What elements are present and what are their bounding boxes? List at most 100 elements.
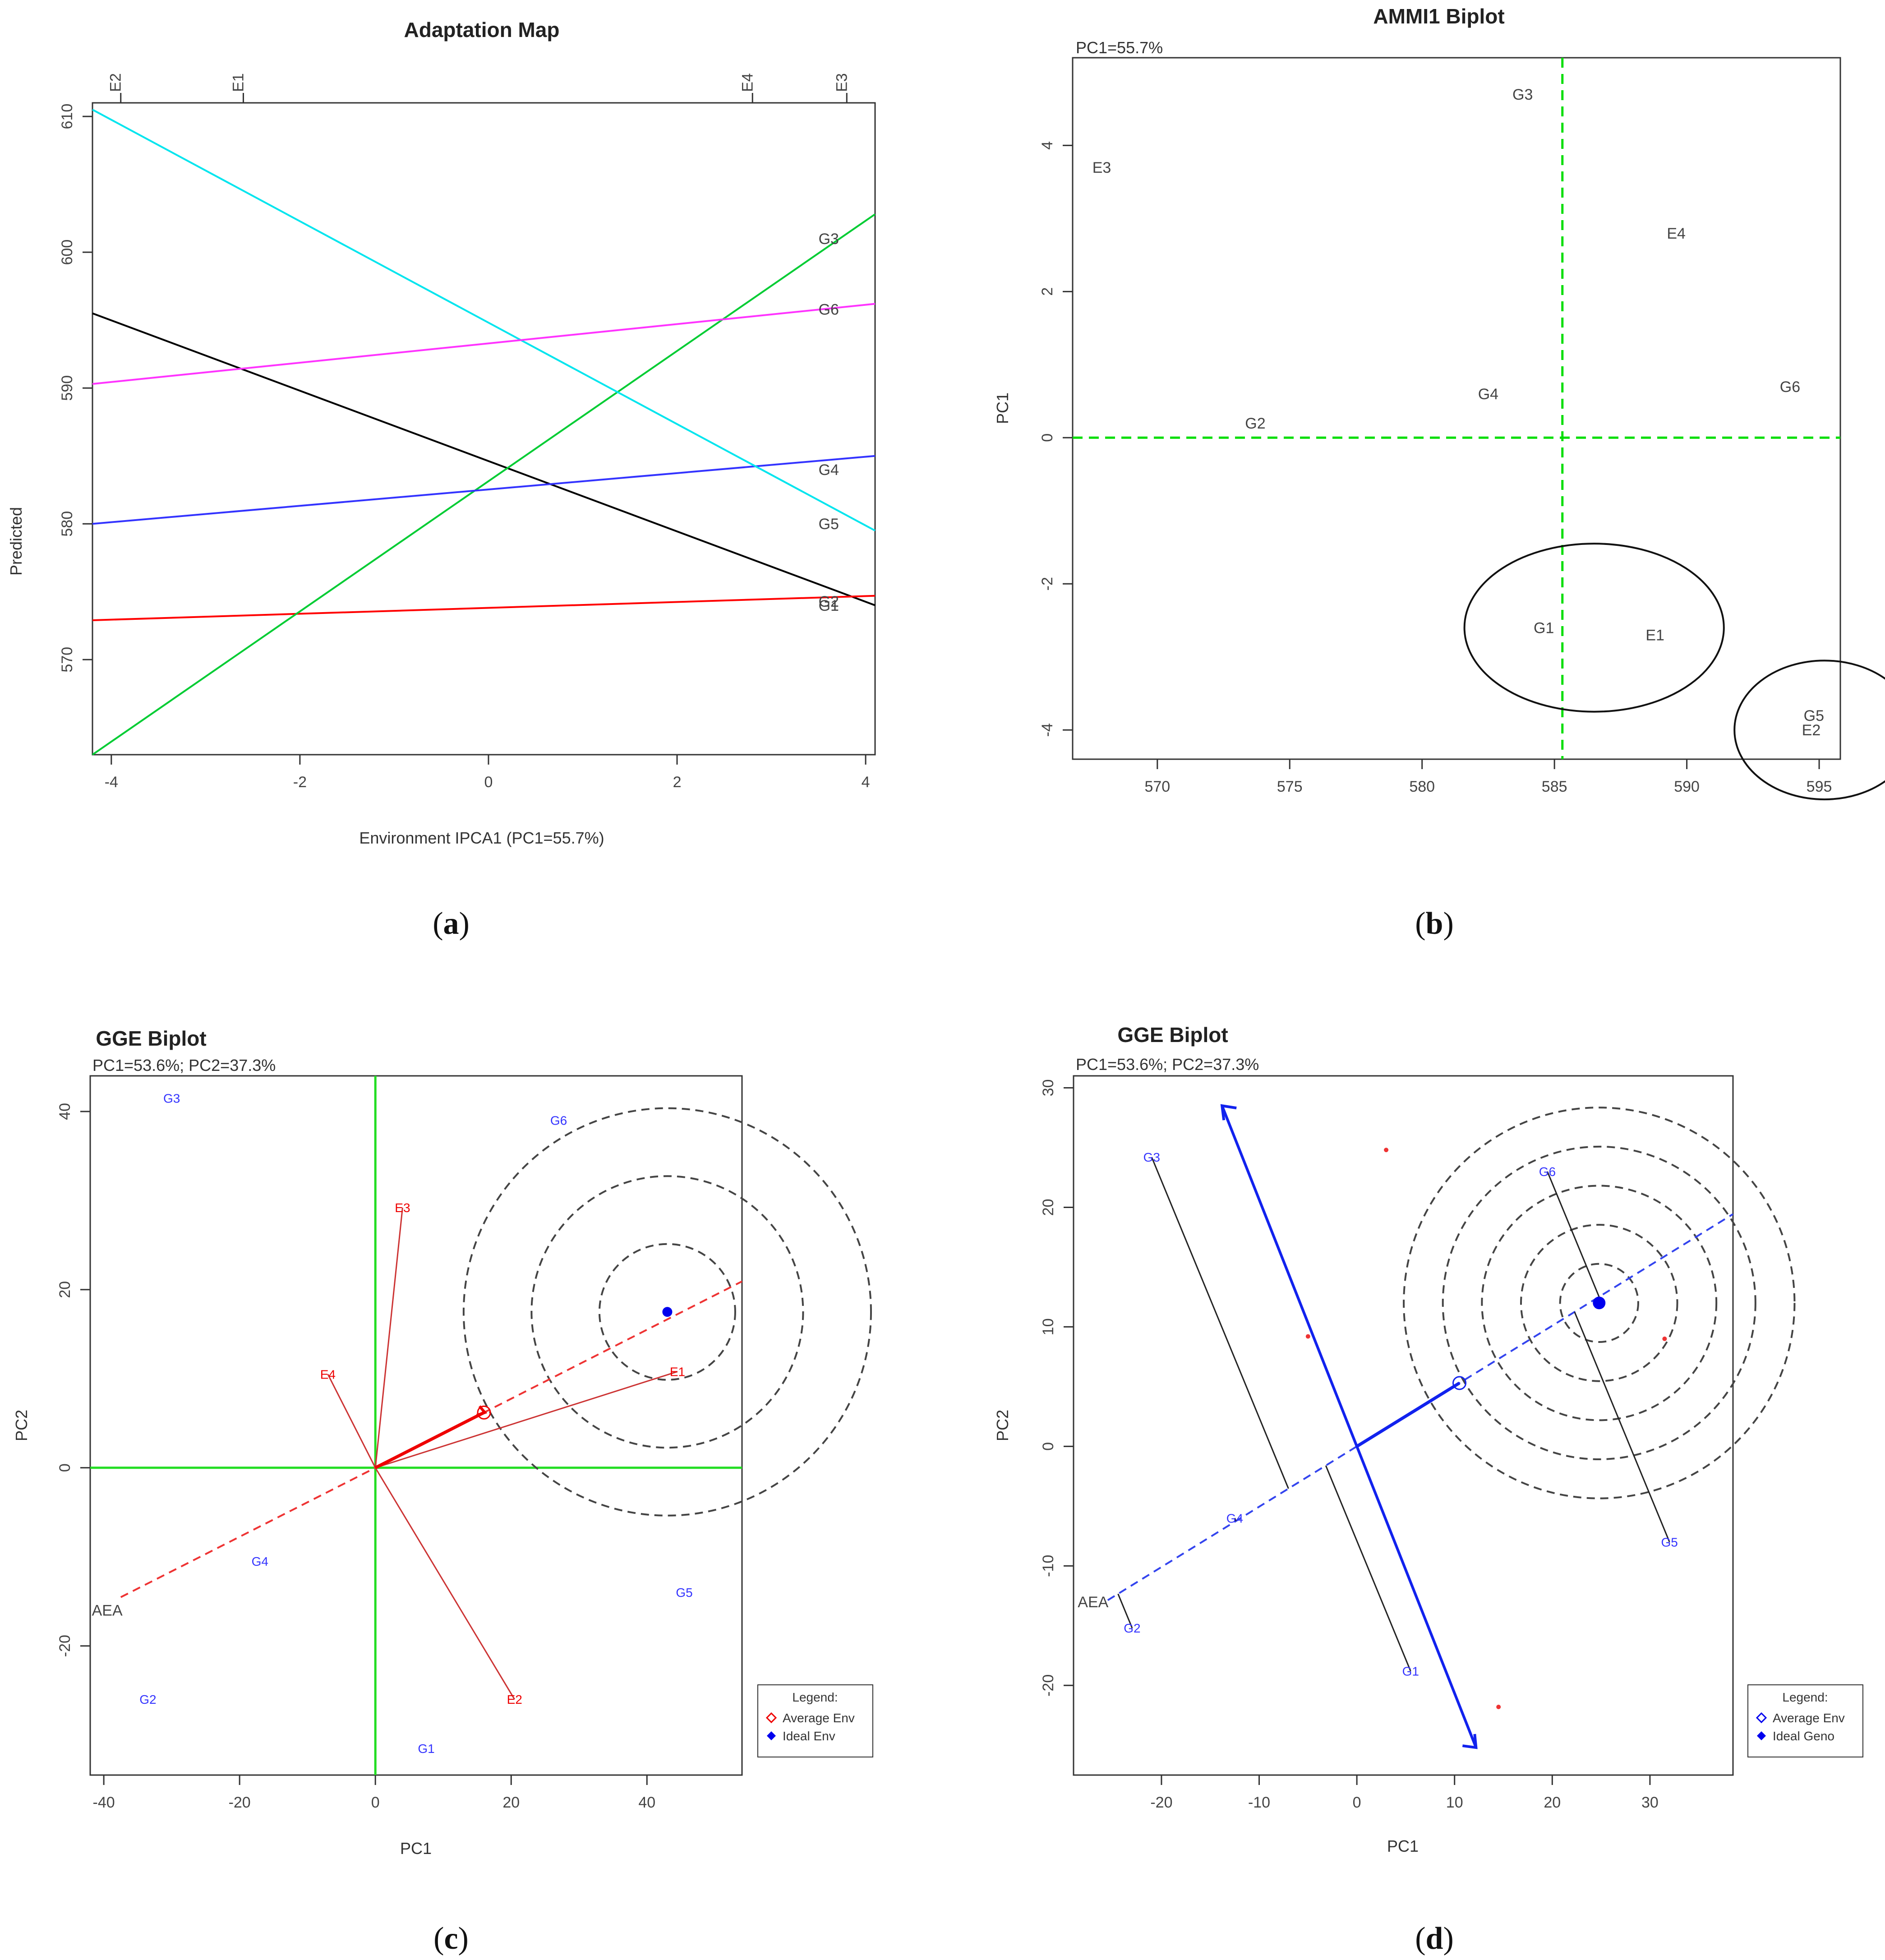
y-tick-label: 40 <box>56 1103 74 1120</box>
panel-a-lines <box>92 109 876 756</box>
end-label-g6: G6 <box>819 301 839 318</box>
environment-e3: E3 <box>1092 159 1111 176</box>
panel-a: Adaptation Map E2 E1 E4 E3 -4 -2 0 2 4 570 580 590… <box>7 18 876 941</box>
x-tick-label: -10 <box>1248 1794 1270 1811</box>
panel-d-legend-item-1: Average Env <box>1773 1711 1845 1725</box>
average-env-arrow <box>1356 1381 1461 1448</box>
y-tick-label: 20 <box>1040 1199 1057 1216</box>
panel-a-xlabel: Environment IPCA1 (PC1=55.7%) <box>359 829 604 847</box>
concentric-circle <box>1520 1224 1678 1382</box>
atc-ordinate-arrowhead-bottom <box>1462 1734 1478 1749</box>
panel-d-ylabel: PC2 <box>993 1410 1012 1441</box>
panel-c-legend-item-1: Average Env <box>783 1711 855 1725</box>
aea-label: AEA <box>92 1602 123 1619</box>
environment-point <box>1496 1704 1501 1709</box>
panel-b-subtitle: PC1=55.7% <box>1076 38 1163 57</box>
panel-b-ticks: 570 575 580 585 590 595 -4 -2 0 2 4 <box>1039 141 1832 795</box>
end-label-g2: G2 <box>819 593 839 610</box>
genotype-projection <box>1117 1593 1133 1628</box>
panel-a-top-axis: E2 E1 E4 E3 <box>107 73 850 104</box>
y-tick-label: -10 <box>1040 1555 1057 1577</box>
genotype-g1: G1 <box>1534 619 1554 636</box>
y-tick-label: 30 <box>1040 1079 1057 1097</box>
genotype-g2: G2 <box>1124 1621 1140 1635</box>
atc-ordinate-arrowhead-top <box>1220 1104 1237 1121</box>
environment-point <box>1384 1148 1389 1153</box>
panel-c: GGE Biplot PC1=53.6%; PC2=37.3% -40 -20 0 2… <box>12 1027 873 1956</box>
environment-point <box>1662 1336 1667 1341</box>
x-tick-label: 575 <box>1277 778 1303 795</box>
average-env-arrow <box>374 1411 485 1469</box>
genotype-g4: G4 <box>1226 1511 1243 1525</box>
panel-c-legend-title: Legend: <box>792 1690 838 1704</box>
series-line-g1 <box>92 312 876 606</box>
panel-b-reference-lines <box>1073 58 1840 759</box>
y-tick-label: 20 <box>56 1281 74 1298</box>
ideal-env-marker <box>662 1307 673 1317</box>
panel-c-ticks: -40 -20 0 20 40 -20 0 20 40 <box>56 1103 655 1811</box>
genotype-g4: G4 <box>1478 386 1498 403</box>
panel-a-ticks: -4 -2 0 2 4 570 580 590 600 610 <box>59 104 870 791</box>
x-tick-label: 2 <box>673 774 682 791</box>
panel-d-letter: (d) <box>1415 1921 1454 1956</box>
panel-a-title: Adaptation Map <box>404 18 560 42</box>
genotype-g5: G5 <box>1661 1535 1678 1549</box>
x-tick-label: -20 <box>229 1794 251 1811</box>
top-axis-label: E4 <box>739 73 756 92</box>
environment-e4: E4 <box>1667 225 1686 242</box>
panel-d-legend-item-2: Ideal Geno <box>1773 1729 1834 1743</box>
top-axis-label: E2 <box>107 73 124 92</box>
genotype-g5: G5 <box>676 1586 692 1600</box>
x-tick-label: 0 <box>371 1794 380 1811</box>
genotype-g6: G6 <box>1539 1165 1556 1179</box>
panel-c-plot: E1 E2 E3 E4 G1 G2 G3 G4 G5 G6 AEA <box>90 1076 872 1775</box>
concentric-circle <box>1403 1107 1796 1499</box>
environment-e1: E1 <box>1645 627 1664 644</box>
genotype-g5: G5 <box>1804 707 1824 724</box>
concentric-circle <box>598 1243 736 1381</box>
concentric-circle <box>1559 1263 1639 1343</box>
panel-c-letter: (c) <box>433 1921 469 1956</box>
panel-b-plot-frame <box>1072 57 1841 760</box>
genotype-g3: G3 <box>163 1091 180 1105</box>
ideal-geno-marker <box>1593 1296 1606 1310</box>
y-tick-label: -2 <box>1039 577 1056 590</box>
panel-d-ticks: -20 -10 0 10 20 30 -20 -10 0 10 20 30 <box>1040 1079 1659 1811</box>
x-tick-label: 30 <box>1641 1794 1659 1811</box>
x-tick-label: 40 <box>638 1794 655 1811</box>
genotype-projection <box>1574 1311 1670 1542</box>
panel-d-xlabel: PC1 <box>1387 1837 1419 1855</box>
x-tick-label: 20 <box>1544 1794 1561 1811</box>
panel-c-plot-frame <box>89 1075 743 1776</box>
genotype-g6: G6 <box>1780 378 1800 396</box>
y-tick-label: 590 <box>59 375 76 401</box>
aea-line <box>120 1280 742 1598</box>
genotype-g3: G3 <box>1512 86 1533 103</box>
x-tick-label: -20 <box>1150 1794 1172 1811</box>
panel-c-title: GGE Biplot <box>96 1027 206 1050</box>
environment-vector <box>374 1467 516 1700</box>
highlight-ellipse <box>1463 543 1725 713</box>
genotype-projection <box>1151 1157 1289 1489</box>
genotype-g2: G2 <box>1245 415 1265 432</box>
environment-e2: E2 <box>507 1693 522 1706</box>
panel-b: AMMI1 Biplot PC1=55.7% 570 575 580 585 590 59… <box>993 5 1885 941</box>
genotype-projection <box>1547 1171 1600 1297</box>
panel-c-xlabel: PC1 <box>400 1839 432 1858</box>
environment-vector <box>327 1374 376 1468</box>
average-env-marker <box>477 1405 491 1420</box>
environment-point <box>1305 1334 1310 1339</box>
panel-c-legend: Legend: Average Env Ideal Env <box>757 1684 873 1757</box>
genotype-g6: G6 <box>550 1114 567 1128</box>
concentric-circle <box>530 1175 804 1449</box>
genotype-g3: G3 <box>1143 1150 1160 1164</box>
y-tick-label: -20 <box>1040 1674 1057 1697</box>
y-tick-label: 2 <box>1039 287 1056 296</box>
environment-e3: E3 <box>395 1201 410 1215</box>
average-env-arrowhead <box>476 1405 488 1417</box>
top-axis-label: E1 <box>230 73 247 92</box>
end-label-g4: G4 <box>819 461 839 479</box>
concentric-circle <box>1481 1185 1718 1421</box>
panel-d-subtitle: PC1=53.6%; PC2=37.3% <box>1076 1055 1259 1074</box>
panel-b-points: G1 G2 G3 G4 G5 G6 E1 E2 E3 E4 <box>1092 86 1824 739</box>
